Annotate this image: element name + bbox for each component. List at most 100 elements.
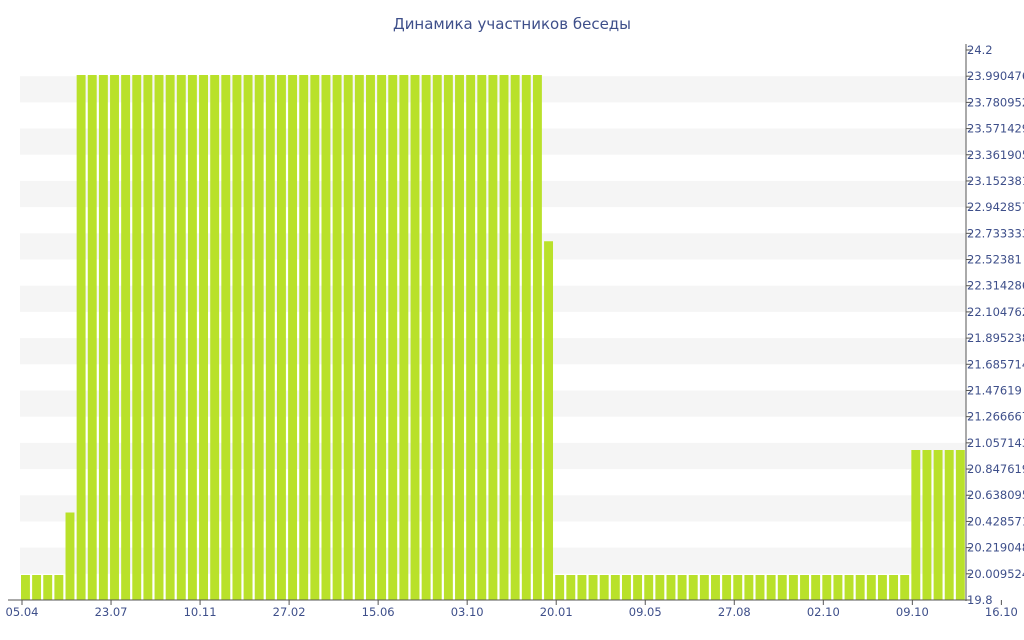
bar (377, 75, 387, 600)
bar (777, 575, 787, 600)
bar (922, 450, 932, 600)
bar (32, 575, 42, 600)
bar (199, 75, 208, 600)
bar (933, 450, 943, 600)
bar (588, 575, 598, 600)
y-tick-label: 24.2 (967, 43, 993, 57)
x-tick-label: 05.04 (6, 605, 39, 619)
bar (866, 575, 876, 600)
bar (110, 75, 119, 600)
bar (699, 575, 709, 600)
bar (666, 575, 676, 600)
bar (21, 575, 30, 600)
bar (43, 575, 53, 600)
bar (366, 75, 375, 600)
bar (98, 75, 108, 600)
x-tick-label: 10.11 (184, 605, 217, 619)
chart-title: Динамика участников беседы (393, 15, 631, 33)
y-tick-label: 23.152381 (967, 174, 1024, 188)
y-tick-label: 21.47619 (967, 383, 1022, 397)
bar (421, 75, 431, 600)
bar (143, 75, 153, 600)
bar (900, 575, 910, 600)
bar (744, 575, 754, 600)
bar (243, 75, 253, 600)
bar (644, 575, 654, 600)
bar (521, 75, 531, 600)
bar-series (21, 75, 965, 600)
bar (432, 75, 442, 600)
bar (343, 75, 353, 600)
bar (822, 575, 832, 600)
bar (443, 75, 453, 600)
bar (354, 75, 364, 600)
bar (332, 75, 342, 600)
bar (811, 575, 821, 600)
bar (877, 575, 887, 600)
bar (733, 575, 743, 600)
bar (566, 575, 576, 600)
y-tick-label: 23.361905 (967, 148, 1024, 162)
y-tick-label: 22.733333 (967, 226, 1024, 240)
bar (165, 75, 175, 600)
y-tick-label: 20.638095 (967, 488, 1024, 502)
y-tick-label: 20.219048 (967, 541, 1024, 555)
bar (288, 75, 298, 600)
x-axis-ticks: 05.04 23.07 10.11 27.02 15.06 03.10 20.01 09.05… (6, 600, 1018, 619)
bar (555, 575, 565, 600)
bar (154, 75, 164, 600)
x-tick-label: 20.01 (540, 605, 573, 619)
bar (944, 450, 954, 600)
x-tick-label: 27.02 (273, 605, 306, 619)
bar (499, 75, 509, 600)
x-tick-label: 09.10 (896, 605, 929, 619)
x-tick-label: 23.07 (95, 605, 128, 619)
y-tick-label: 23.571429 (967, 122, 1024, 136)
bar (477, 75, 487, 600)
y-tick-label: 22.942857 (967, 200, 1024, 214)
bar (800, 575, 809, 600)
bar (955, 450, 965, 600)
bar (844, 575, 854, 600)
bar (755, 575, 765, 600)
bar (488, 75, 498, 600)
y-tick-label: 19.8 (967, 593, 993, 607)
bar (455, 75, 464, 600)
bar (87, 75, 97, 600)
x-tick-label: 27.08 (718, 605, 751, 619)
y-tick-label: 22.104762 (967, 305, 1024, 319)
bar (911, 450, 921, 600)
bar (399, 75, 409, 600)
bar (388, 75, 398, 600)
bar (599, 575, 609, 600)
bar (310, 75, 320, 600)
bar (254, 75, 264, 600)
bar (688, 575, 698, 600)
y-tick-label: 20.009524 (967, 567, 1024, 581)
bar (176, 75, 186, 600)
y-tick-label: 20.428571 (967, 514, 1024, 528)
x-tick-label: 09.05 (629, 605, 662, 619)
bar (65, 512, 75, 600)
bar (610, 575, 620, 600)
bar (577, 575, 587, 600)
y-tick-label: 22.314286 (967, 279, 1024, 293)
y-tick-label: 21.895238 (967, 331, 1024, 345)
bar (532, 75, 542, 600)
bar (265, 75, 275, 600)
bar (276, 75, 286, 600)
x-tick-label: 02.10 (807, 605, 840, 619)
bar (54, 575, 64, 600)
y-tick-label: 21.685714 (967, 357, 1024, 371)
bar (722, 575, 732, 600)
bar (855, 575, 865, 600)
bar (711, 575, 720, 600)
bar (510, 75, 520, 600)
bar (410, 75, 420, 600)
bar (889, 575, 899, 600)
bar (299, 75, 309, 600)
bar (76, 75, 86, 600)
y-tick-label: 21.266667 (967, 410, 1024, 424)
bar (232, 75, 242, 600)
